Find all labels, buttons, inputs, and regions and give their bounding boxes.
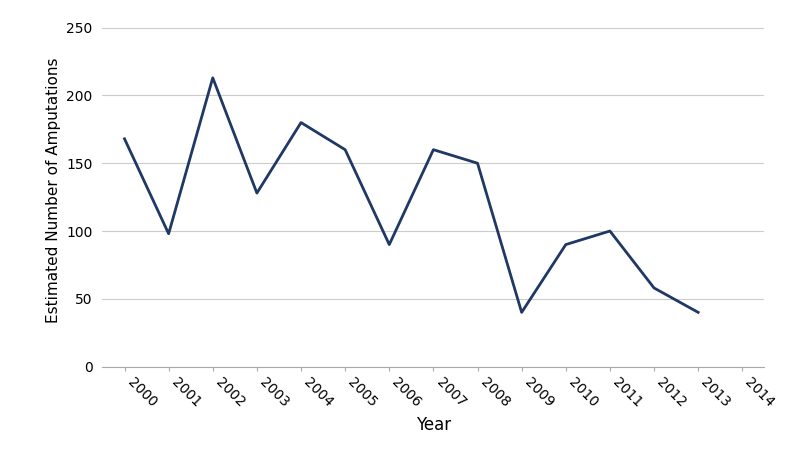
Y-axis label: Estimated Number of Amputations: Estimated Number of Amputations — [46, 58, 61, 323]
X-axis label: Year: Year — [416, 416, 451, 434]
